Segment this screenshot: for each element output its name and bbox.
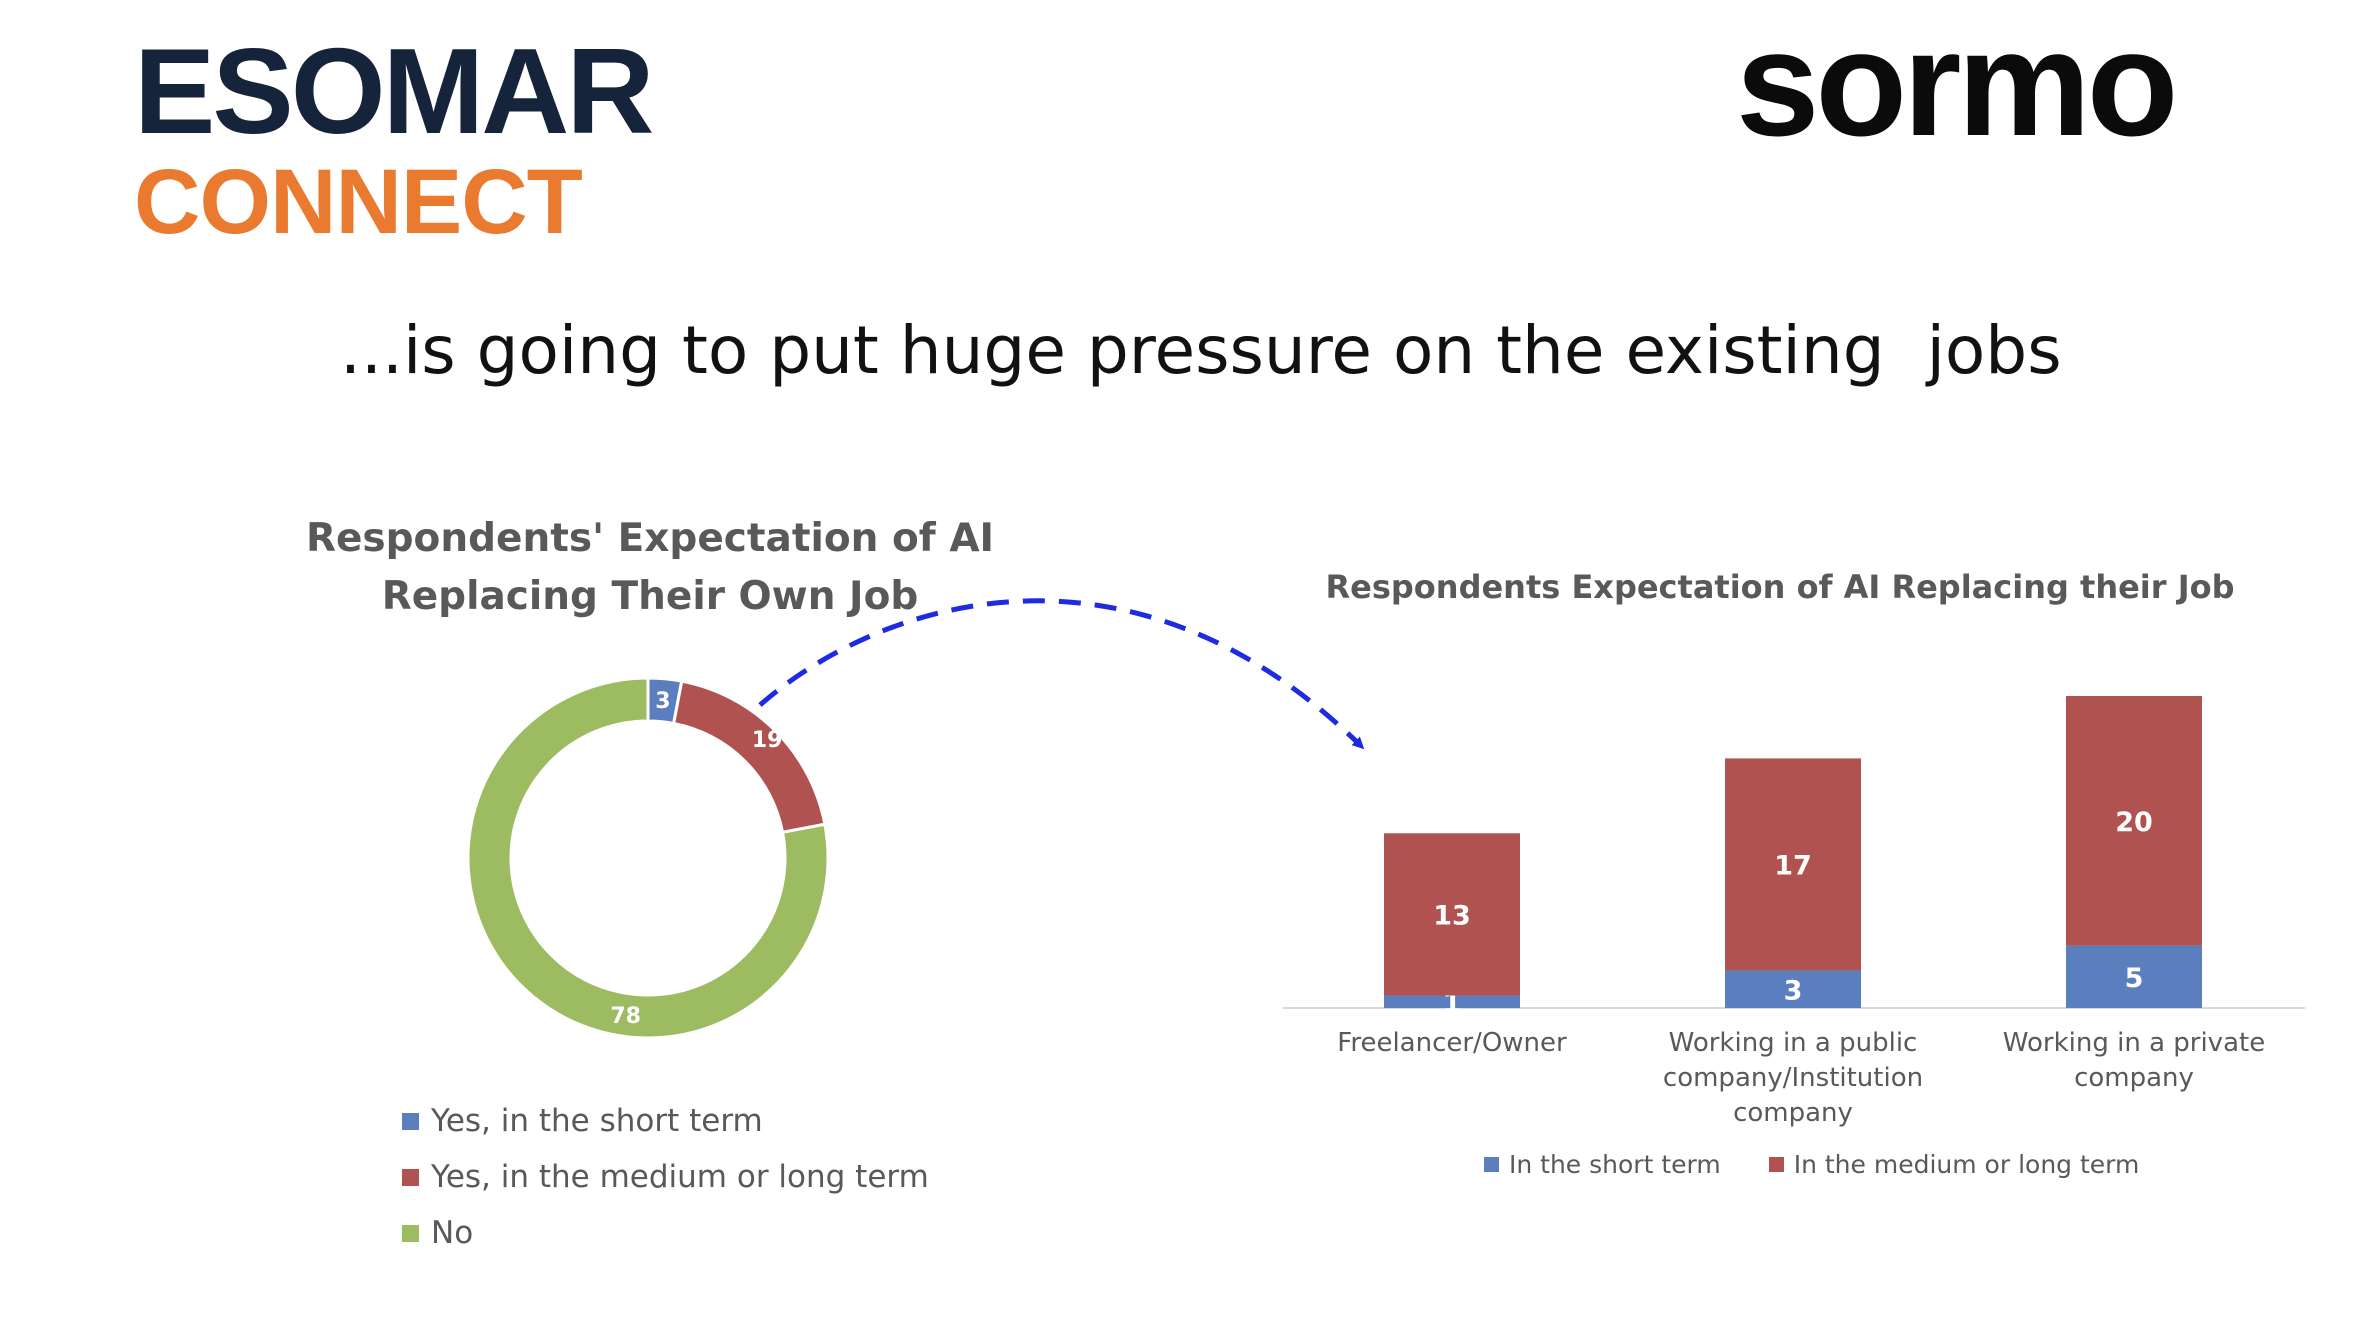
bar-legend-item-short-term: In the short term (1484, 1150, 1721, 1179)
dashed-arrow (758, 598, 1365, 750)
bar-label-short-term-3: 5 (2125, 963, 2144, 994)
bar-category-label-2-line-2: company/Institution (1663, 1063, 1923, 1093)
legend-item-short-term: Yes, in the short term (402, 1093, 929, 1149)
esomar-connect-logo: ESOMAR CONNECT (134, 23, 654, 253)
bar-segment-medium-long-term-1 (1384, 833, 1520, 996)
bar-category-label-2-line-3: company (1733, 1098, 1853, 1128)
donut-slice-no (466, 676, 830, 1040)
connect-logo-text: CONNECT (134, 151, 583, 253)
donut-label-no: 78 (610, 1004, 641, 1029)
bar-category-label-3-line-2: company (2074, 1063, 2194, 1093)
bar-category-label-1-line-1: Freelancer/Owner (1337, 1028, 1567, 1058)
bar-label-medium-long-term-1: 13 (1433, 900, 1471, 931)
bar-legend: In the short term In the medium or long … (1484, 1150, 2187, 1179)
legend-swatch-no (402, 1224, 419, 1242)
donut-chart-title: Respondents' Expectation of AI Replacing… (300, 510, 1000, 626)
legend-item-no: No (402, 1205, 929, 1261)
legend-label-no: No (431, 1215, 474, 1251)
bar-label-medium-long-term-2: 17 (1774, 850, 1812, 881)
legend-item-medium-long-term: Yes, in the medium or long term (402, 1149, 929, 1205)
bar-legend-item-medium-long-term: In the medium or long term (1768, 1150, 2140, 1179)
bar-legend-label-short-term: In the short term (1509, 1150, 1721, 1179)
legend-label-short-term: Yes, in the short term (431, 1103, 763, 1139)
legend-swatch-medium-long-term (402, 1168, 419, 1186)
bar-segment-medium-long-term-2 (1725, 758, 1861, 971)
bar-segment-short-term-3 (2066, 945, 2202, 1008)
bar-legend-label-medium-long-term: In the medium or long term (1793, 1150, 2140, 1179)
donut-title-line-2: Replacing Their Own Job (381, 574, 919, 619)
bar-category-label-3-line-1: Working in a private (2003, 1028, 2265, 1058)
bar-label-short-term-2: 3 (1784, 975, 1803, 1006)
bar-label-medium-long-term-3: 20 (2115, 807, 2153, 838)
bar-legend-swatch-medium-long-term (1768, 1157, 1784, 1172)
donut-label-short-term: 3 (655, 689, 670, 714)
bar-segment-short-term-2 (1725, 970, 1861, 1008)
bar-segment-short-term-1 (1384, 995, 1520, 1008)
donut-slice-medium-long-term (671, 679, 827, 835)
bar-legend-swatch-short-term (1484, 1157, 1499, 1172)
esomar-logo-text: ESOMAR (134, 23, 654, 159)
sormo-logo: sormo (1736, 0, 2178, 167)
legend-label-medium-long-term: Yes, in the medium or long term (431, 1159, 929, 1195)
slide-headline: ...is going to put huge pressure on the … (340, 312, 2062, 389)
donut-title-line-1: Respondents' Expectation of AI (305, 516, 995, 561)
legend-swatch-short-term (402, 1112, 419, 1130)
bar-category-label-2-line-1: Working in a public (1669, 1028, 1918, 1058)
donut-chart: 3 19 78 (466, 676, 830, 1040)
donut-legend: Yes, in the short term Yes, in the mediu… (402, 1093, 929, 1261)
bar-segment-medium-long-term-3 (2066, 696, 2202, 946)
donut-label-medium-long-term: 19 (752, 728, 783, 753)
bar-chart-title: Respondents Expectation of AI Replacing … (1325, 568, 2235, 606)
